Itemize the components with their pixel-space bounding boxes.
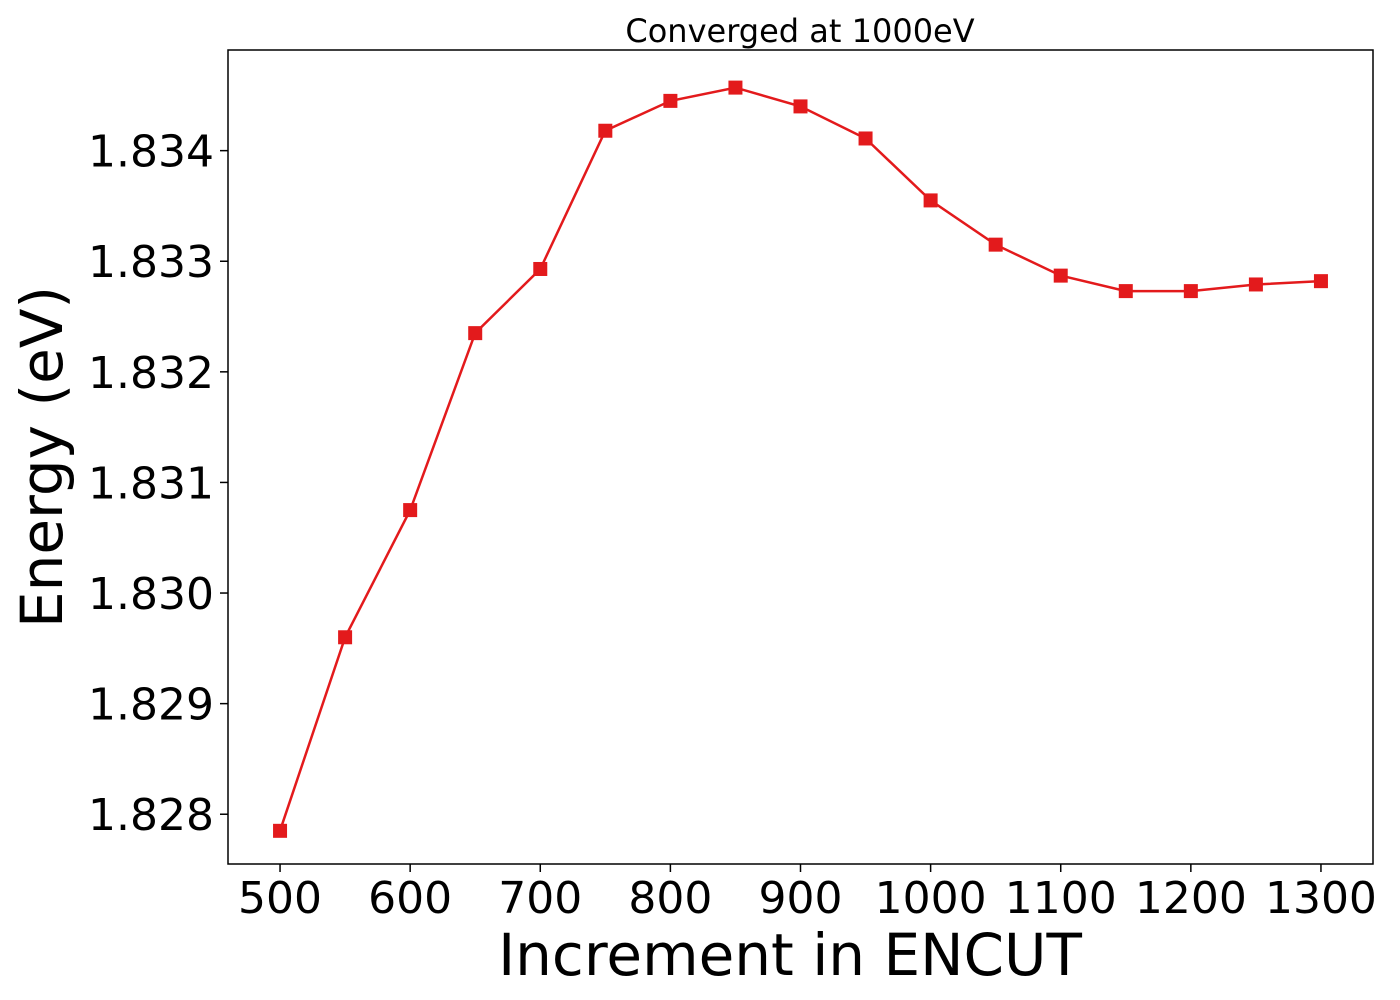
data-point-marker xyxy=(1053,268,1068,283)
data-point-marker xyxy=(533,261,548,276)
x-axis-ticks: 500 600 700 800 900 1000 1100 1200 1300 xyxy=(238,864,1377,924)
data-point-marker xyxy=(1183,284,1198,299)
x-tick-label: 700 xyxy=(498,873,582,924)
data-point-marker xyxy=(468,326,483,341)
y-tick-label: 1.829 xyxy=(88,680,214,731)
x-axis-label: Increment in ENCUT xyxy=(498,921,1082,989)
x-tick-label: 1100 xyxy=(1005,873,1117,924)
data-point-marker xyxy=(403,503,418,518)
x-tick-label: 1300 xyxy=(1265,873,1377,924)
data-point-marker xyxy=(1118,284,1133,299)
data-point-marker xyxy=(598,123,613,138)
x-tick-label: 1200 xyxy=(1135,873,1247,924)
x-tick-label: 600 xyxy=(368,873,452,924)
y-axis-label: Energy (eV) xyxy=(8,286,76,628)
chart-title: Converged at 1000eV xyxy=(625,12,974,50)
plot-series xyxy=(273,80,1328,838)
y-tick-label: 1.833 xyxy=(88,237,214,288)
y-tick-label: 1.828 xyxy=(88,790,214,841)
data-point-marker xyxy=(1313,274,1328,289)
y-axis-ticks: 1.828 1.829 1.830 1.831 1.832 1.833 1.834 xyxy=(88,127,228,841)
x-tick-label: 800 xyxy=(628,873,712,924)
y-tick-label: 1.830 xyxy=(88,569,214,620)
series-line xyxy=(278,86,1322,832)
data-point-marker xyxy=(728,80,743,95)
plot-frame xyxy=(227,49,1374,865)
data-point-marker xyxy=(858,131,873,146)
y-tick-label: 1.832 xyxy=(88,348,214,399)
data-point-marker xyxy=(793,99,808,114)
x-tick-label: 900 xyxy=(759,873,843,924)
x-tick-label: 500 xyxy=(238,873,322,924)
data-point-marker xyxy=(663,93,678,108)
data-point-marker xyxy=(988,237,1003,252)
data-point-marker xyxy=(338,630,353,645)
data-point-marker xyxy=(1248,277,1263,292)
data-point-marker xyxy=(273,823,288,838)
y-tick-label: 1.834 xyxy=(88,127,214,178)
data-point-marker xyxy=(923,193,938,208)
y-tick-label: 1.831 xyxy=(88,458,214,509)
x-tick-label: 1000 xyxy=(875,873,987,924)
